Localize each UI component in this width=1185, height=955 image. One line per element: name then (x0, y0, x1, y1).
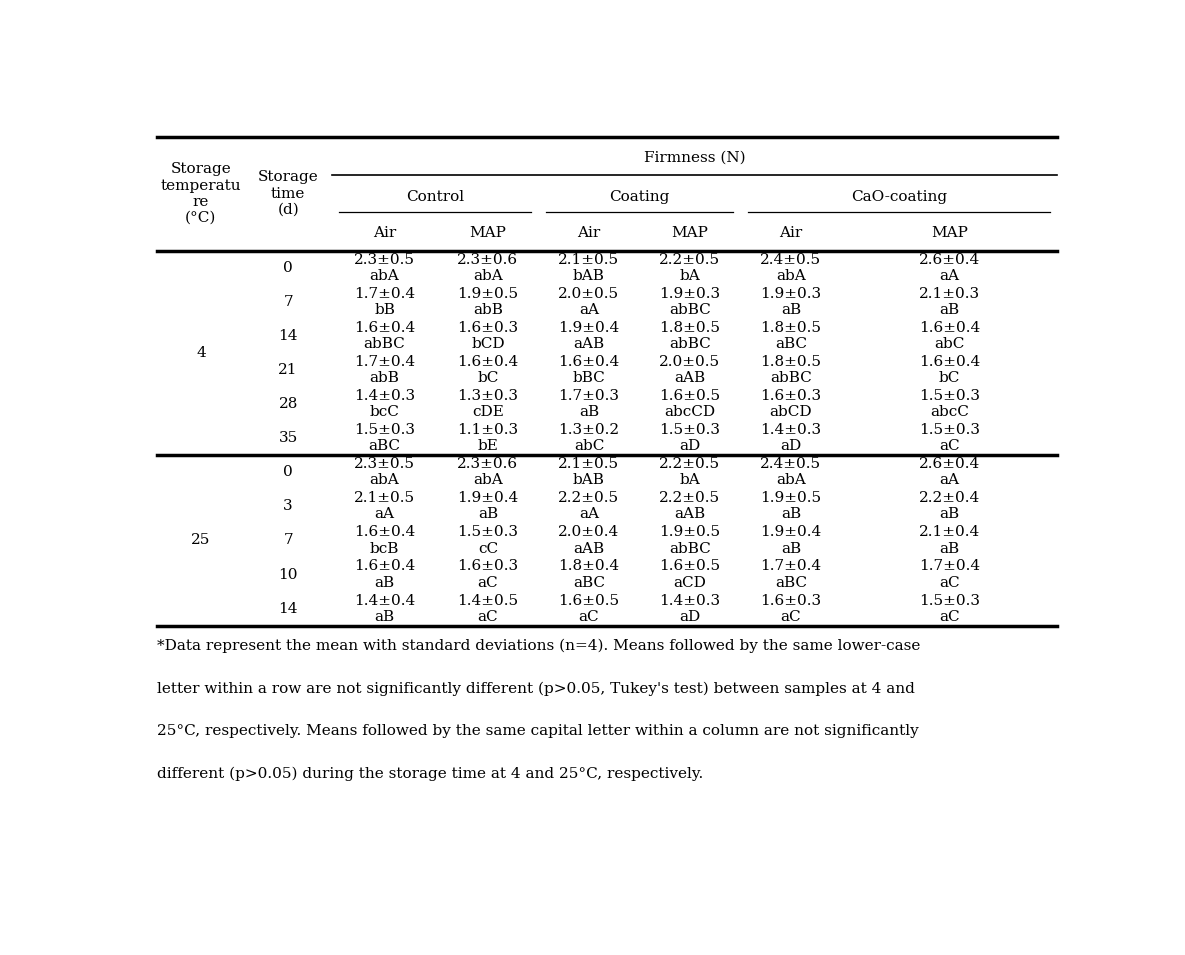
Text: letter within a row are not significantly different (p>0.05, Tukey's test) betwe: letter within a row are not significantl… (158, 682, 915, 696)
Text: 4: 4 (196, 346, 206, 360)
Text: Coating: Coating (609, 190, 670, 204)
Text: 2.1±0.3
aB: 2.1±0.3 aB (918, 286, 980, 317)
Text: 1.9±0.3
aB: 1.9±0.3 aB (761, 286, 821, 317)
Text: 1.6±0.3
abCD: 1.6±0.3 abCD (761, 389, 821, 419)
Text: 1.7±0.4
abB: 1.7±0.4 abB (354, 355, 415, 385)
Text: Air: Air (780, 226, 802, 240)
Text: 3: 3 (283, 499, 293, 514)
Text: 2.3±0.6
abA: 2.3±0.6 abA (457, 252, 519, 283)
Text: 1.3±0.2
abC: 1.3±0.2 abC (558, 423, 620, 454)
Text: 1.6±0.4
bcB: 1.6±0.4 bcB (354, 525, 415, 556)
Text: 7: 7 (283, 534, 293, 547)
Text: 1.5±0.3
aD: 1.5±0.3 aD (660, 423, 720, 454)
Text: 1.6±0.3
aC: 1.6±0.3 aC (761, 593, 821, 624)
Text: Air: Air (373, 226, 396, 240)
Text: 1.8±0.4
aBC: 1.8±0.4 aBC (558, 560, 620, 589)
Text: 0: 0 (283, 261, 293, 275)
Text: MAP: MAP (672, 226, 709, 240)
Text: Firmness (N): Firmness (N) (643, 150, 745, 164)
Text: 1.9±0.3
abBC: 1.9±0.3 abBC (659, 286, 720, 317)
Text: 1.6±0.5
abcCD: 1.6±0.5 abcCD (659, 389, 720, 419)
Text: 2.1±0.4
aB: 2.1±0.4 aB (918, 525, 980, 556)
Text: 1.7±0.3
aB: 1.7±0.3 aB (558, 389, 620, 419)
Text: 1.9±0.5
abB: 1.9±0.5 abB (457, 286, 519, 317)
Text: 25: 25 (191, 534, 211, 547)
Text: 1.7±0.4
aC: 1.7±0.4 aC (918, 560, 980, 589)
Text: MAP: MAP (931, 226, 968, 240)
Text: 2.0±0.5
aA: 2.0±0.5 aA (558, 286, 620, 317)
Text: 2.4±0.5
abA: 2.4±0.5 abA (761, 252, 821, 283)
Text: 1.4±0.3
bcC: 1.4±0.3 bcC (354, 389, 415, 419)
Text: Storage
temperatu
re
(°C): Storage temperatu re (°C) (161, 162, 242, 225)
Text: 2.1±0.5
aA: 2.1±0.5 aA (354, 491, 415, 521)
Text: 1.1±0.3
bE: 1.1±0.3 bE (457, 423, 519, 454)
Text: 2.3±0.6
abA: 2.3±0.6 abA (457, 457, 519, 487)
Text: 1.6±0.4
bC: 1.6±0.4 bC (918, 355, 980, 385)
Text: 2.1±0.5
bAB: 2.1±0.5 bAB (558, 252, 620, 283)
Text: 2.6±0.4
aA: 2.6±0.4 aA (918, 252, 980, 283)
Text: 1.9±0.4
aB: 1.9±0.4 aB (761, 525, 821, 556)
Text: 2.2±0.5
bA: 2.2±0.5 bA (659, 457, 720, 487)
Text: Storage
time
(d): Storage time (d) (258, 170, 319, 217)
Text: 2.2±0.4
aB: 2.2±0.4 aB (918, 491, 980, 521)
Text: 1.8±0.5
abBC: 1.8±0.5 abBC (660, 321, 720, 351)
Text: 1.6±0.3
aC: 1.6±0.3 aC (457, 560, 519, 589)
Text: 14: 14 (278, 329, 297, 343)
Text: 1.6±0.4
aB: 1.6±0.4 aB (354, 560, 415, 589)
Text: 1.7±0.4
aBC: 1.7±0.4 aBC (761, 560, 821, 589)
Text: 2.1±0.5
bAB: 2.1±0.5 bAB (558, 457, 620, 487)
Text: Air: Air (577, 226, 601, 240)
Text: CaO-coating: CaO-coating (851, 190, 947, 204)
Text: 2.2±0.5
bA: 2.2±0.5 bA (659, 252, 720, 283)
Text: 25°C, respectively. Means followed by the same capital letter within a column ar: 25°C, respectively. Means followed by th… (158, 724, 920, 738)
Text: 1.4±0.3
aD: 1.4±0.3 aD (659, 593, 720, 624)
Text: 2.2±0.5
aAB: 2.2±0.5 aAB (659, 491, 720, 521)
Text: 1.7±0.4
bB: 1.7±0.4 bB (354, 286, 415, 317)
Text: 35: 35 (278, 431, 297, 445)
Text: 1.6±0.5
aC: 1.6±0.5 aC (558, 593, 620, 624)
Text: 1.6±0.4
bC: 1.6±0.4 bC (457, 355, 519, 385)
Text: 1.5±0.3
abcC: 1.5±0.3 abcC (918, 389, 980, 419)
Text: 14: 14 (278, 602, 297, 616)
Text: 1.5±0.3
aC: 1.5±0.3 aC (918, 423, 980, 454)
Text: different (p>0.05) during the storage time at 4 and 25°C, respectively.: different (p>0.05) during the storage ti… (158, 767, 704, 781)
Text: 2.3±0.5
abA: 2.3±0.5 abA (354, 252, 415, 283)
Text: MAP: MAP (469, 226, 506, 240)
Text: 1.6±0.4
bBC: 1.6±0.4 bBC (558, 355, 620, 385)
Text: 1.3±0.3
cDE: 1.3±0.3 cDE (457, 389, 518, 419)
Text: Control: Control (406, 190, 465, 204)
Text: 2.3±0.5
abA: 2.3±0.5 abA (354, 457, 415, 487)
Text: 2.2±0.5
aA: 2.2±0.5 aA (558, 491, 620, 521)
Text: 2.6±0.4
aA: 2.6±0.4 aA (918, 457, 980, 487)
Text: 1.4±0.3
aD: 1.4±0.3 aD (761, 423, 821, 454)
Text: 1.6±0.3
bCD: 1.6±0.3 bCD (457, 321, 519, 351)
Text: 21: 21 (278, 363, 297, 377)
Text: 1.9±0.4
aAB: 1.9±0.4 aAB (558, 321, 620, 351)
Text: 7: 7 (283, 295, 293, 308)
Text: 28: 28 (278, 397, 297, 411)
Text: 10: 10 (278, 567, 297, 582)
Text: 1.5±0.3
cC: 1.5±0.3 cC (457, 525, 518, 556)
Text: 1.4±0.5
aC: 1.4±0.5 aC (457, 593, 519, 624)
Text: 2.0±0.5
aAB: 2.0±0.5 aAB (659, 355, 720, 385)
Text: 1.6±0.5
aCD: 1.6±0.5 aCD (659, 560, 720, 589)
Text: 2.4±0.5
abA: 2.4±0.5 abA (761, 457, 821, 487)
Text: 1.4±0.4
aB: 1.4±0.4 aB (354, 593, 415, 624)
Text: 1.9±0.4
aB: 1.9±0.4 aB (457, 491, 519, 521)
Text: 1.6±0.4
abBC: 1.6±0.4 abBC (354, 321, 415, 351)
Text: 1.8±0.5
aBC: 1.8±0.5 aBC (761, 321, 821, 351)
Text: *Data represent the mean with standard deviations (n=4). Means followed by the s: *Data represent the mean with standard d… (158, 639, 921, 653)
Text: 1.5±0.3
aBC: 1.5±0.3 aBC (354, 423, 415, 454)
Text: 1.5±0.3
aC: 1.5±0.3 aC (918, 593, 980, 624)
Text: 1.8±0.5
abBC: 1.8±0.5 abBC (761, 355, 821, 385)
Text: 1.6±0.4
abC: 1.6±0.4 abC (918, 321, 980, 351)
Text: 1.9±0.5
aB: 1.9±0.5 aB (761, 491, 821, 521)
Text: 1.9±0.5
abBC: 1.9±0.5 abBC (659, 525, 720, 556)
Text: 0: 0 (283, 465, 293, 479)
Text: 2.0±0.4
aAB: 2.0±0.4 aAB (558, 525, 620, 556)
